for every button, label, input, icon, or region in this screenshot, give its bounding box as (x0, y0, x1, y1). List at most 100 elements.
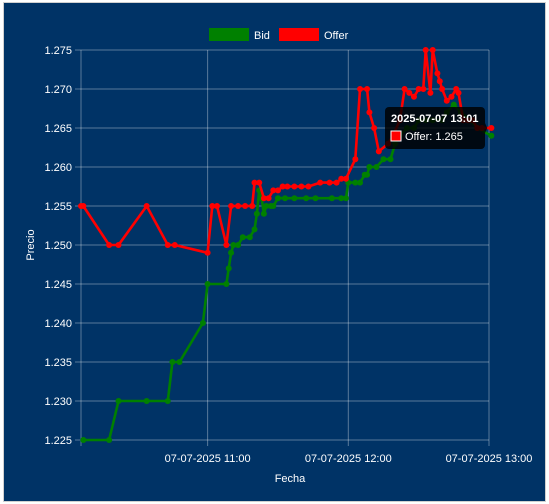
bid-point[interactable] (282, 195, 288, 202)
bid-point[interactable] (291, 195, 298, 202)
bid-point[interactable] (143, 398, 150, 404)
offer-point[interactable] (143, 203, 150, 209)
offer-point[interactable] (214, 203, 220, 209)
bid-point[interactable] (303, 195, 310, 202)
offer-point[interactable] (235, 203, 242, 209)
offer-point[interactable] (204, 249, 211, 256)
legend-item-bid[interactable]: Bid (209, 28, 270, 42)
bid-point[interactable] (328, 195, 335, 202)
offer-point[interactable] (279, 183, 286, 190)
bid-point[interactable] (366, 164, 373, 170)
bid-point[interactable] (225, 265, 232, 272)
offer-point[interactable] (415, 86, 422, 92)
y-tick-label: 1.265 (44, 123, 72, 135)
offer-point[interactable] (249, 203, 256, 209)
bid-point[interactable] (115, 398, 122, 404)
offer-point[interactable] (410, 93, 417, 100)
bid-point[interactable] (204, 281, 211, 287)
bid-point[interactable] (251, 226, 258, 233)
legend-item-offer[interactable]: Offer (279, 28, 349, 42)
offer-point[interactable] (305, 183, 312, 190)
bid-point[interactable] (235, 242, 242, 248)
offer-point[interactable] (406, 89, 413, 96)
legend-label: Bid (254, 30, 270, 42)
bid-point[interactable] (357, 179, 364, 186)
offer-point[interactable] (375, 148, 382, 155)
offer-point[interactable] (420, 86, 427, 92)
offer-point[interactable] (357, 86, 364, 92)
bid-point[interactable] (342, 195, 349, 202)
bid-point[interactable] (253, 210, 260, 217)
bid-point[interactable] (352, 179, 359, 186)
offer-point[interactable] (352, 156, 359, 163)
bid-point[interactable] (199, 320, 206, 326)
bid-point[interactable] (228, 249, 235, 256)
bid-point[interactable] (246, 234, 253, 241)
tooltip-swatch (390, 130, 402, 142)
offer-point[interactable] (251, 179, 258, 186)
bid-point[interactable] (373, 164, 380, 170)
bid-point[interactable] (260, 210, 267, 217)
offer-point[interactable] (242, 203, 249, 209)
offer-point[interactable] (439, 86, 446, 92)
bid-point[interactable] (338, 195, 345, 202)
offer-point[interactable] (274, 187, 281, 194)
offer-point[interactable] (164, 242, 171, 248)
offer-point[interactable] (455, 89, 462, 96)
offer-point[interactable] (436, 78, 443, 85)
bid-point[interactable] (263, 203, 270, 209)
offer-point[interactable] (427, 89, 434, 96)
bid-point[interactable] (380, 156, 387, 163)
offer-point[interactable] (260, 195, 267, 202)
offer-point[interactable] (284, 183, 291, 190)
bid-point[interactable] (312, 195, 319, 202)
offer-point[interactable] (106, 242, 113, 248)
bid-point[interactable] (164, 398, 171, 404)
offer-point[interactable] (209, 203, 216, 209)
offer-point[interactable] (422, 47, 429, 53)
bid-point[interactable] (387, 156, 394, 163)
tooltip-caret (485, 123, 488, 133)
bid-point[interactable] (364, 171, 371, 178)
offer-point[interactable] (298, 183, 305, 190)
offer-point[interactable] (434, 70, 441, 77)
offer-line (81, 48, 492, 255)
bid-point[interactable] (80, 437, 87, 443)
offer-point[interactable] (115, 242, 122, 248)
offer-point[interactable] (333, 179, 340, 186)
x-tick-label: 07-07-2025 12:00 (305, 453, 392, 465)
legend-swatch (279, 28, 319, 41)
price-line-chart: 1.225 1.230 1.235 1.240 1.245 1.250 1.255 1.260… (25, 28, 532, 485)
bid-point[interactable] (488, 132, 495, 139)
offer-point[interactable] (171, 242, 178, 248)
offer-point[interactable] (317, 179, 324, 186)
offer-point[interactable] (364, 86, 371, 92)
offer-point[interactable] (488, 125, 495, 131)
bid-point[interactable] (239, 234, 246, 241)
offer-point[interactable] (80, 203, 87, 209)
offer-point[interactable] (256, 179, 263, 186)
offer-point[interactable] (371, 125, 378, 131)
bid-point[interactable] (176, 359, 183, 365)
offer-point[interactable] (265, 195, 272, 202)
offer-point[interactable] (366, 109, 373, 116)
offer-point[interactable] (443, 97, 450, 104)
y-tick-label: 1.225 (44, 435, 72, 447)
offer-point[interactable] (270, 187, 277, 194)
bid-point[interactable] (169, 359, 176, 365)
offer-point[interactable] (448, 93, 455, 100)
bid-point[interactable] (274, 195, 281, 202)
offer-point[interactable] (228, 203, 235, 209)
bid-point[interactable] (230, 242, 237, 248)
bid-point[interactable] (270, 203, 277, 209)
offer-point[interactable] (429, 47, 436, 53)
offer-point[interactable] (326, 179, 333, 186)
offer-point[interactable] (338, 175, 345, 182)
offer-point[interactable] (291, 183, 298, 190)
offer-point[interactable] (401, 86, 408, 92)
bid-point[interactable] (106, 437, 113, 443)
offer-point[interactable] (342, 175, 349, 182)
bid-point[interactable] (450, 101, 457, 108)
bid-point[interactable] (223, 281, 230, 287)
offer-point[interactable] (223, 242, 230, 248)
